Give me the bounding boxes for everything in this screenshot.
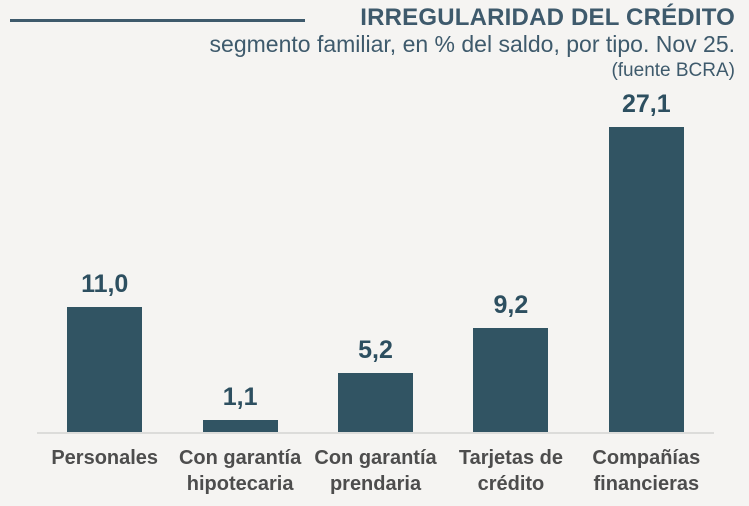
chart-subtitle: segmento familiar, en % del saldo, por t… <box>209 31 735 57</box>
bar-value-label: 9,2 <box>493 291 529 319</box>
bar-value-label: 27,1 <box>621 90 671 118</box>
bar <box>608 127 684 432</box>
title-rule-line <box>10 19 305 22</box>
bars-row: 11,0 1,1 5,2 9,2 27,1 <box>37 92 714 434</box>
chart-title: IRREGULARIDAD DEL CRÉDITO <box>360 4 735 31</box>
bar-category-label: Con garantía hipotecaria <box>178 447 302 495</box>
bar-value-label: 1,1 <box>222 383 258 411</box>
bar-chart-plot-area: 11,0 1,1 5,2 9,2 27,1 Personales Con garantía… <box>37 92 714 497</box>
chart-source-note: (fuente BCRA) <box>611 60 735 81</box>
bar-column: 27,1 <box>579 92 714 432</box>
category-labels-row: Personales Con garantía hipotecaria Con ga… <box>37 434 714 497</box>
bar-category-label: Personales <box>51 447 159 469</box>
bar <box>202 420 278 432</box>
bar-category-label: Compañías financieras <box>592 447 701 495</box>
bar-column: 1,1 <box>172 92 307 432</box>
bar-column: 5,2 <box>308 92 443 432</box>
bar <box>473 328 549 432</box>
bar-value-label: 11,0 <box>81 270 129 298</box>
bar-column: 9,2 <box>443 92 578 432</box>
bar <box>67 307 143 432</box>
bar-column: 11,0 <box>37 92 172 432</box>
bar-category-label: Con garantía prendaria <box>314 447 437 495</box>
bar-category-label: Tarjetas de crédito <box>458 447 563 495</box>
bar-value-label: 5,2 <box>358 336 393 364</box>
bar <box>338 373 414 432</box>
